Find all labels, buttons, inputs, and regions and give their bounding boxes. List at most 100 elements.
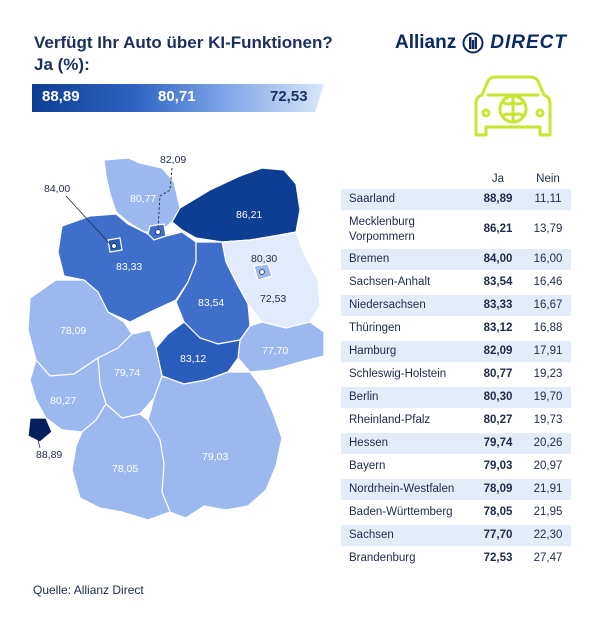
row-name: Sachsen-Anhalt bbox=[349, 276, 431, 288]
label-mecklenburg-vorpommern: 86,21 bbox=[236, 209, 262, 221]
table-row: Schleswig-Holstein 80,77 19,23 bbox=[341, 364, 571, 386]
logo-product: DIRECT bbox=[490, 32, 567, 53]
page-title: Verfügt Ihr Auto über KI-Funktionen? bbox=[34, 33, 333, 52]
row-nein: 21,95 bbox=[533, 506, 563, 518]
row-name: Brandenburg bbox=[349, 552, 416, 564]
label-sachsen-anhalt: 83,54 bbox=[198, 297, 224, 309]
row-ja: 88,89 bbox=[483, 193, 513, 205]
state-saarland[interactable] bbox=[27, 417, 53, 443]
table-row: Sachsen 77,70 22,30 bbox=[341, 525, 571, 547]
row-name: Bayern bbox=[349, 460, 386, 472]
callout-label-berlin: 80,30 bbox=[251, 253, 277, 265]
state-baden-wuerttemberg[interactable] bbox=[71, 403, 171, 521]
table-row: Bayern 79,03 20,97 bbox=[341, 456, 571, 478]
legend-max-label: 88,89 bbox=[42, 88, 80, 105]
row-nein: 17,91 bbox=[533, 345, 563, 357]
row-ja: 83,54 bbox=[483, 276, 513, 288]
row-name: Rheinland-Pfalz bbox=[349, 414, 431, 426]
germany-map: 80,77 86,21 83,33 72,53 83,54 78,09 77,7… bbox=[27, 154, 325, 521]
row-name: Sachsen bbox=[349, 529, 394, 541]
row-name: Nordrhein-Westfalen bbox=[349, 483, 455, 495]
row-ja: 72,53 bbox=[483, 552, 513, 564]
callout-line-hamburg bbox=[157, 167, 173, 229]
row-name: Schleswig-Holstein bbox=[349, 368, 447, 380]
row-ja: 86,21 bbox=[483, 223, 513, 235]
table-row: Thüringen 83,12 16,88 bbox=[341, 318, 571, 340]
label-nordrhein-westfalen: 78,09 bbox=[60, 325, 86, 337]
color-legend-bar bbox=[32, 84, 324, 112]
label-brandenburg: 72,53 bbox=[260, 293, 286, 305]
table-row: Niedersachsen 83,33 16,67 bbox=[341, 295, 571, 317]
car-brain-icon bbox=[474, 75, 552, 137]
row-nein: 19,23 bbox=[533, 368, 563, 380]
table-row: Hamburg 82,09 17,91 bbox=[341, 341, 571, 363]
row-nein: 20,26 bbox=[533, 437, 563, 449]
row-ja: 83,33 bbox=[483, 299, 513, 311]
callout-dot-hamburg bbox=[155, 229, 161, 235]
row-nein: 21,91 bbox=[533, 483, 563, 495]
row-ja: 80,30 bbox=[483, 391, 513, 403]
callout-line-bremen bbox=[65, 195, 111, 245]
table-row: Berlin 80,30 19,70 bbox=[341, 387, 571, 409]
row-ja: 77,70 bbox=[483, 529, 513, 541]
label-bayern: 79,03 bbox=[202, 451, 228, 463]
callout-label-bremen: 84,00 bbox=[44, 183, 70, 195]
row-nein: 19,73 bbox=[533, 414, 563, 426]
row-ja: 78,09 bbox=[483, 483, 513, 495]
row-nein: 16,88 bbox=[533, 322, 563, 334]
state-bayern[interactable] bbox=[147, 371, 283, 519]
row-nein: 13,79 bbox=[533, 223, 563, 235]
callout-label-hamburg: 82,09 bbox=[160, 154, 186, 166]
row-ja: 80,77 bbox=[483, 368, 513, 380]
row-nein: 16,00 bbox=[533, 253, 563, 265]
row-nein: 19,70 bbox=[533, 391, 563, 403]
table-header-nein: Nein bbox=[536, 173, 560, 185]
row-ja: 83,12 bbox=[483, 322, 513, 334]
callout-label-saarland: 88,89 bbox=[36, 449, 62, 461]
table-row: Rheinland-Pfalz 80,27 19,73 bbox=[341, 410, 571, 432]
row-name: Hessen bbox=[349, 437, 388, 449]
state-sachsen[interactable] bbox=[237, 321, 325, 373]
label-thueringen: 83,12 bbox=[180, 353, 206, 365]
label-rheinland-pfalz: 80,27 bbox=[50, 395, 76, 407]
table-row: Saarland 88,89 11,11 bbox=[341, 189, 571, 211]
table-row: Nordrhein-Westfalen 78,09 21,91 bbox=[341, 479, 571, 501]
row-nein: 22,30 bbox=[533, 529, 563, 541]
row-nein: 11,11 bbox=[534, 193, 562, 205]
row-ja: 78,05 bbox=[483, 506, 513, 518]
label-baden-wuerttemberg: 78,05 bbox=[112, 463, 138, 475]
table-row: Baden-Württemberg 78,05 21,95 bbox=[341, 502, 571, 524]
table-row: Brandenburg 72,53 27,47 bbox=[341, 548, 571, 570]
row-name: Saarland bbox=[349, 193, 396, 205]
row-ja: 79,74 bbox=[483, 437, 513, 449]
row-name: Bremen bbox=[349, 253, 390, 265]
callout-dot-berlin bbox=[259, 269, 265, 275]
table-row: Bremen 84,00 16,00 bbox=[341, 249, 571, 271]
allianz-direct-logo: Allianz DIRECT bbox=[395, 32, 567, 54]
legend-mid-label: 80,71 bbox=[158, 88, 196, 105]
row-name: Berlin bbox=[349, 391, 379, 403]
legend-subtitle: Ja (%): bbox=[34, 55, 90, 74]
table-header-ja: Ja bbox=[491, 173, 505, 185]
table-row: Sachsen-Anhalt 83,54 16,46 bbox=[341, 272, 571, 294]
allianz-eagle-icon bbox=[462, 32, 484, 54]
callout-dot-bremen bbox=[111, 243, 117, 249]
label-schleswig-holstein: 80,77 bbox=[130, 193, 156, 205]
source-note: Quelle: Allianz Direct bbox=[33, 583, 144, 597]
label-sachsen: 77,70 bbox=[262, 345, 288, 357]
row-ja: 79,03 bbox=[483, 460, 513, 472]
row-ja: 82,09 bbox=[483, 345, 513, 357]
row-ja: 80,27 bbox=[483, 414, 513, 426]
row-ja: 84,00 bbox=[483, 253, 513, 265]
logo-brand: Allianz bbox=[395, 32, 457, 53]
row-nein: 16,46 bbox=[533, 276, 563, 288]
state-mecklenburg-vorpommern[interactable] bbox=[171, 167, 301, 243]
state-schleswig-holstein[interactable] bbox=[103, 157, 181, 233]
row-nein: 20,97 bbox=[533, 460, 563, 472]
row-nein: 27,47 bbox=[533, 552, 563, 564]
row-name: Hamburg bbox=[349, 345, 397, 357]
label-niedersachsen: 83,33 bbox=[116, 261, 142, 273]
callout-line-saarland bbox=[37, 439, 41, 449]
row-name: Baden-Württemberg bbox=[349, 506, 453, 518]
row-nein: 16,67 bbox=[533, 299, 563, 311]
